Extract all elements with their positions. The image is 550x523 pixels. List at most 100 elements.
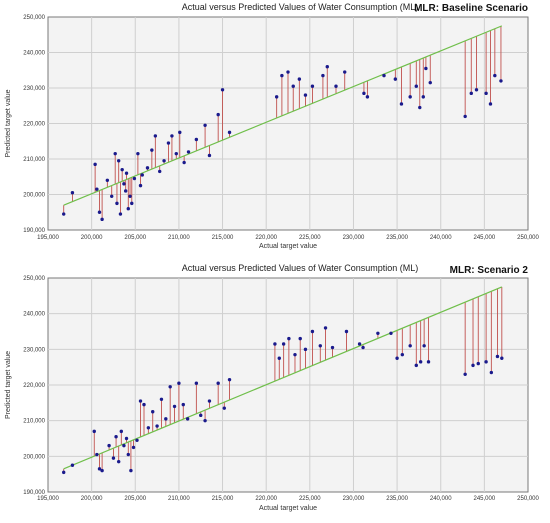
x-tick-label: 230,000 — [343, 235, 365, 241]
chart-baseline-scenario: 195,000 200,000 205,000 210,000 215,000 220,0… — [5, 2, 540, 250]
data-point — [330, 345, 335, 350]
x-tick-label: 240,000 — [430, 235, 452, 241]
data-point — [100, 468, 104, 473]
data-point — [153, 134, 158, 138]
data-point — [297, 77, 302, 81]
data-point — [298, 336, 302, 341]
data-point — [216, 112, 220, 117]
data-point — [303, 93, 308, 97]
data-point — [203, 418, 207, 423]
data-point — [365, 95, 370, 99]
y-tick-label: 230,000 — [23, 347, 45, 353]
data-point — [499, 79, 503, 83]
x-tick-label: 245,000 — [474, 496, 496, 502]
data-point — [357, 342, 362, 346]
data-point — [97, 467, 102, 471]
data-point — [389, 331, 393, 335]
data-point — [469, 91, 473, 96]
data-point — [131, 445, 136, 450]
data-point — [361, 345, 365, 350]
x-tick-label: 205,000 — [124, 235, 146, 241]
data-point — [334, 84, 338, 88]
data-point — [463, 372, 467, 376]
data-point — [376, 331, 380, 335]
data-point — [227, 377, 232, 382]
data-point — [484, 360, 488, 364]
data-point — [414, 84, 418, 88]
data-point — [178, 130, 182, 135]
data-point — [107, 443, 111, 448]
y-tick-label: 240,000 — [23, 51, 45, 57]
data-point — [159, 397, 164, 401]
data-point — [114, 435, 118, 439]
data-point — [418, 360, 423, 364]
data-point — [471, 363, 475, 368]
scenario-label: MLR: Baseline Scenario — [414, 3, 528, 14]
data-point — [185, 417, 190, 421]
data-point — [323, 326, 328, 330]
data-point — [500, 356, 504, 360]
data-point — [122, 443, 126, 448]
x-tick-label: 205,000 — [124, 496, 146, 502]
data-point — [126, 207, 130, 211]
data-point — [194, 381, 199, 385]
data-point — [116, 459, 121, 464]
data-point — [97, 210, 102, 214]
data-point — [199, 413, 203, 418]
data-point — [400, 352, 405, 357]
data-point — [474, 88, 479, 92]
data-point — [495, 354, 500, 359]
data-point — [426, 360, 431, 364]
data-point — [140, 173, 144, 177]
y-tick-label: 250,000 — [23, 276, 45, 282]
data-point — [145, 166, 150, 170]
data-point — [408, 344, 412, 348]
data-point — [382, 73, 386, 78]
data-point — [70, 191, 75, 195]
data-point — [422, 344, 426, 348]
data-point — [463, 114, 467, 119]
y-axis-title: Predicted target value — [5, 351, 12, 419]
data-point — [273, 342, 277, 346]
chart-title: Actual versus Predicted Values of Water … — [182, 263, 419, 273]
data-point — [70, 463, 75, 467]
data-point — [303, 347, 308, 352]
data-point — [132, 176, 137, 181]
data-point — [220, 88, 225, 92]
data-point — [287, 336, 291, 341]
x-tick-label: 220,000 — [255, 496, 277, 502]
data-point — [344, 329, 349, 334]
data-point — [115, 201, 119, 206]
x-tick-label: 250,000 — [517, 496, 539, 502]
data-point — [484, 91, 488, 96]
x-axis-title: Actual target value — [259, 505, 317, 512]
x-tick-label: 235,000 — [386, 496, 408, 502]
data-point — [399, 102, 404, 106]
y-tick-label: 200,000 — [23, 193, 45, 199]
y-tick-label: 220,000 — [23, 122, 45, 128]
data-point — [325, 65, 329, 69]
data-point — [62, 212, 66, 216]
y-tick-label: 210,000 — [23, 419, 45, 425]
y-tick-label: 190,000 — [23, 228, 45, 234]
data-point — [158, 169, 162, 174]
data-point — [113, 151, 117, 156]
data-point — [274, 95, 279, 99]
data-point — [424, 66, 428, 71]
data-point — [162, 159, 166, 163]
y-tick-label: 240,000 — [23, 312, 45, 318]
data-point — [418, 105, 422, 110]
data-point — [62, 470, 66, 475]
y-tick-label: 230,000 — [23, 86, 45, 92]
data-point — [95, 187, 99, 191]
y-tick-label: 200,000 — [23, 454, 45, 460]
data-point — [318, 344, 322, 348]
x-tick-label: 245,000 — [474, 235, 496, 241]
fit-line — [63, 286, 503, 470]
data-point — [343, 70, 347, 74]
x-tick-label: 225,000 — [299, 496, 321, 502]
x-tick-label: 230,000 — [343, 496, 365, 502]
data-point — [186, 150, 191, 154]
scenario-label: MLR: Scenario 2 — [450, 265, 529, 276]
